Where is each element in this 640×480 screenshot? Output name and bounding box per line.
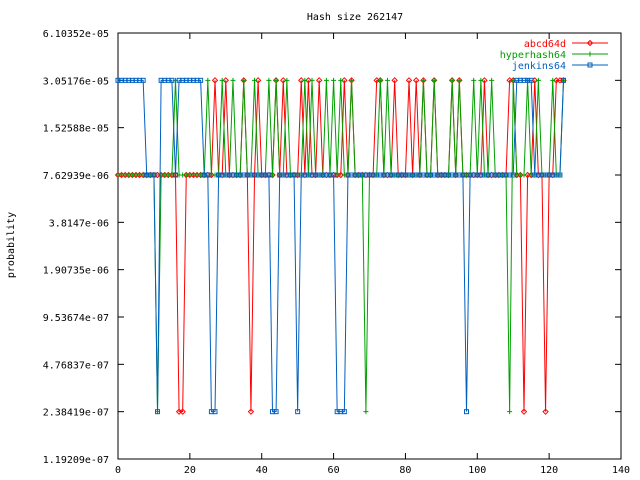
data-point-jenkins64 (151, 172, 157, 178)
y-tick-label: 4.76837e-07 (43, 360, 109, 371)
legend-label-abcd64d: abcd64d (524, 39, 566, 50)
y-axis-label: probability (6, 212, 17, 278)
data-point-hyperhash64 (489, 77, 495, 83)
data-point-hyperhash64 (273, 77, 279, 83)
series-jenkins64 (115, 77, 567, 415)
data-point-hyperhash64 (309, 77, 315, 83)
legend-marker-hyperhash64 (587, 51, 593, 57)
data-point-jenkins64 (266, 172, 272, 178)
x-tick-label: 120 (540, 465, 558, 476)
series-abcd64d (114, 77, 567, 415)
data-point-abcd64d (481, 77, 488, 84)
data-point-hyperhash64 (507, 409, 513, 415)
x-tick-label: 0 (115, 465, 121, 476)
legend-label-jenkins64: jenkins64 (512, 61, 566, 72)
data-point-hyperhash64 (431, 77, 437, 83)
data-point-hyperhash64 (449, 77, 455, 83)
data-point-abcd64d (520, 408, 528, 415)
data-point-abcd64d (315, 77, 323, 84)
data-point-hyperhash64 (521, 172, 527, 178)
data-point-jenkins64 (464, 409, 470, 415)
data-point-jenkins64 (172, 172, 178, 178)
data-point-hyperhash64 (252, 77, 258, 83)
data-point-hyperhash64 (266, 77, 272, 83)
data-point-hyperhash64 (241, 77, 247, 83)
legend-label-hyperhash64: hyperhash64 (500, 50, 566, 61)
y-tick-label: 1.52588e-05 (43, 124, 109, 135)
data-point-abcd64d (542, 408, 549, 415)
series-layer (114, 77, 567, 415)
data-point-hyperhash64 (420, 77, 426, 83)
data-point-jenkins64 (155, 409, 161, 415)
data-point-jenkins64 (331, 172, 337, 178)
y-tick-label: 7.62939e-06 (43, 171, 109, 182)
data-point-hyperhash64 (338, 77, 344, 83)
y-tick-label: 9.53674e-07 (43, 313, 109, 324)
data-point-hyperhash64 (456, 77, 462, 83)
data-point-jenkins64 (205, 172, 211, 178)
data-point-hyperhash64 (377, 77, 383, 83)
data-point-jenkins64 (198, 77, 204, 83)
y-tick-label: 1.90735e-06 (43, 266, 109, 277)
data-point-abcd64d (254, 77, 262, 84)
data-point-abcd64d (298, 77, 305, 84)
y-tick-label: 6.10352e-05 (43, 29, 109, 40)
data-point-jenkins64 (273, 409, 279, 415)
data-point-abcd64d (247, 408, 255, 415)
x-tick-label: 60 (328, 465, 340, 476)
data-point-jenkins64 (528, 77, 534, 83)
data-point-hyperhash64 (471, 77, 477, 83)
data-point-jenkins64 (510, 172, 516, 178)
data-point-jenkins64 (140, 77, 146, 83)
data-point-abcd64d (341, 77, 348, 84)
data-point-hyperhash64 (284, 77, 290, 83)
x-tick-label: 140 (612, 465, 630, 476)
data-point-abcd64d (179, 408, 186, 415)
data-point-jenkins64 (341, 409, 347, 415)
data-point-abcd64d (280, 77, 287, 84)
data-point-jenkins64 (169, 77, 175, 83)
data-point-jenkins64 (291, 172, 297, 178)
data-point-jenkins64 (460, 172, 466, 178)
data-point-abcd64d (405, 77, 413, 84)
data-point-hyperhash64 (363, 409, 369, 415)
x-tick-label: 40 (256, 465, 268, 476)
legend-marker-jenkins64 (587, 62, 593, 68)
x-tick-label: 80 (399, 465, 411, 476)
data-point-jenkins64 (561, 77, 567, 83)
data-point-hyperhash64 (230, 77, 236, 83)
y-tick-label: 2.38419e-07 (43, 408, 109, 419)
data-point-hyperhash64 (384, 77, 390, 83)
tick-labels: 1.19209e-07 2.38419e-07 4.76837e-07 9.53674… (43, 29, 630, 476)
data-point-hyperhash64 (219, 77, 225, 83)
data-point-jenkins64 (557, 172, 563, 178)
data-point-hyperhash64 (331, 77, 337, 83)
data-point-abcd64d (305, 77, 312, 84)
y-tick-label: 1.19209e-07 (43, 455, 109, 466)
data-point-hyperhash64 (205, 77, 211, 83)
data-point-hyperhash64 (323, 77, 329, 83)
data-point-jenkins64 (295, 409, 301, 415)
data-point-hyperhash64 (302, 77, 308, 83)
data-point-abcd64d (211, 77, 219, 84)
data-point-abcd64d (412, 77, 420, 84)
data-point-hyperhash64 (550, 77, 556, 83)
series-line-abcd64d (118, 79, 564, 413)
data-point-jenkins64 (212, 409, 218, 415)
data-point-hyperhash64 (349, 77, 355, 83)
data-point-abcd64d (337, 171, 344, 179)
data-point-hyperhash64 (478, 77, 484, 83)
x-tick-label: 20 (184, 465, 196, 476)
y-tick-label: 3.05176e-05 (43, 76, 109, 87)
data-point-abcd64d (391, 77, 398, 84)
y-tick-label: 3.8147e-06 (49, 218, 109, 229)
plot-frame (117, 32, 622, 460)
data-point-abcd64d (222, 77, 229, 84)
data-point-hyperhash64 (535, 77, 541, 83)
legend-marker-abcd64d (586, 39, 594, 47)
x-tick-label: 100 (468, 465, 486, 476)
chart-title: Hash size 262147 (307, 12, 403, 23)
